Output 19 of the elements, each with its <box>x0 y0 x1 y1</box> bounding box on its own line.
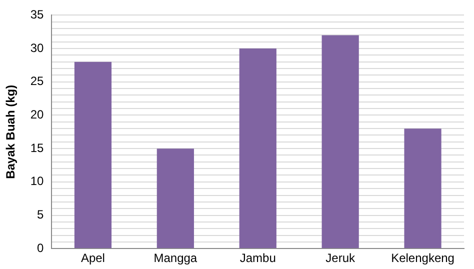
y-tick-label: 30 <box>30 40 44 55</box>
x-tick-label: Apel <box>80 251 105 266</box>
y-tick-label: 0 <box>37 240 44 255</box>
y-tick-label: 5 <box>37 208 44 222</box>
y-tick-label: 35 <box>30 8 44 22</box>
y-tick-label: 25 <box>30 74 44 88</box>
bar <box>239 48 276 248</box>
bar <box>404 128 442 248</box>
x-tick-label: Jambu <box>240 251 276 266</box>
y-tick-label: 10 <box>30 174 44 188</box>
x-tick-label: Mangga <box>154 251 198 266</box>
x-tick-label: Kelengkeng <box>391 251 454 266</box>
y-axis-title: Bayak Buah (kg) <box>4 84 18 179</box>
y-tick-label: 20 <box>30 108 44 122</box>
bar <box>322 35 359 248</box>
x-tick-label: Jeruk <box>326 251 356 266</box>
y-tick-label: 15 <box>30 140 44 155</box>
bar <box>74 62 112 248</box>
bar <box>156 148 194 248</box>
